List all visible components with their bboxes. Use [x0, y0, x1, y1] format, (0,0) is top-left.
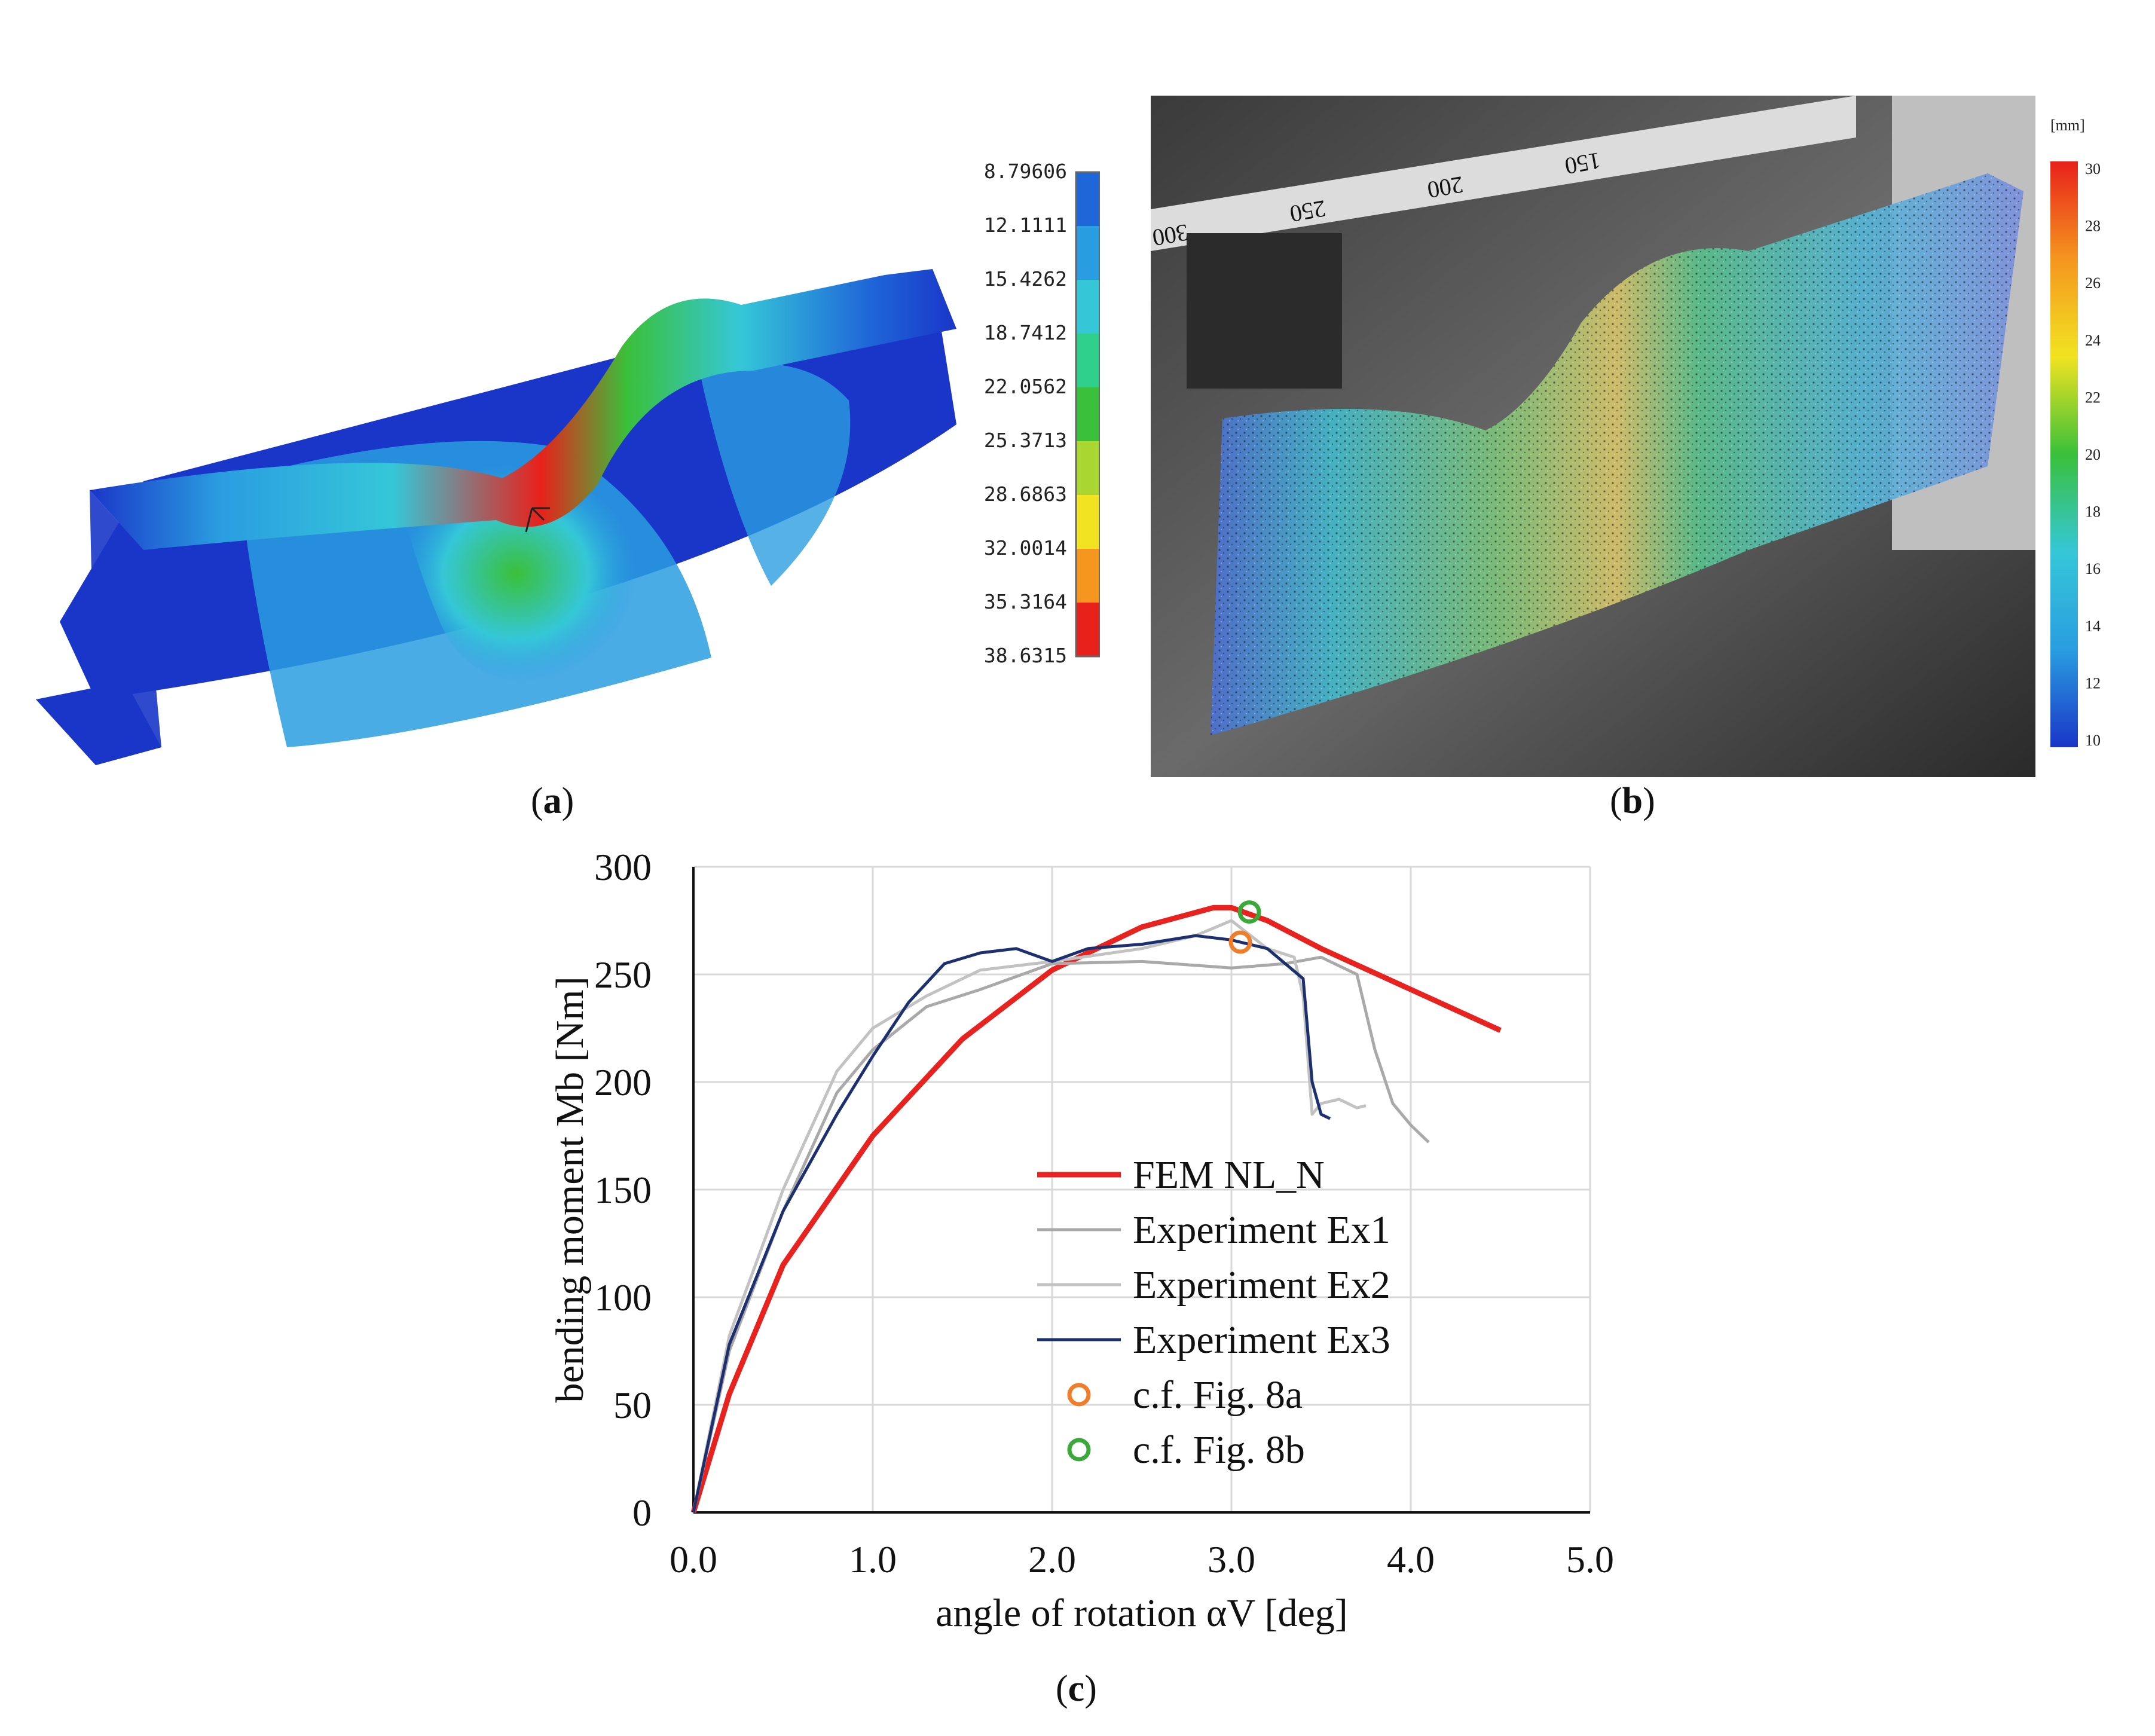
legend-b-tick: 16 [2085, 560, 2101, 577]
legend-a-value: 28.6863 [984, 482, 1067, 506]
marker-point [1237, 900, 1261, 924]
legend-label: c.f. Fig. 8a [1133, 1373, 1303, 1417]
x-tick-label: 3.0 [1208, 1538, 1255, 1581]
ruler-label: 200 [1425, 171, 1465, 204]
legend-b-tick: 30 [2085, 160, 2101, 178]
panel-a-fem-contour: 8.79606 12.1111 15.4262 18.7412 22.0562 25.37… [24, 90, 1101, 819]
legend-a-value: 35.3164 [984, 590, 1067, 613]
dic-photo: 300 250 200 150 [1150, 96, 2035, 777]
caption-c: (c) [1056, 1668, 1097, 1709]
legend-a-value: 8.79606 [984, 160, 1067, 183]
marker-point [1228, 930, 1252, 954]
legend-label: c.f. Fig. 8b [1133, 1428, 1305, 1472]
legend-a-value: 32.0014 [984, 536, 1067, 560]
panel-b-color-legend: [mm] 30 28 26 24 22 20 18 16 14 12 10 [2044, 96, 2110, 765]
legend-b-tick: 10 [2085, 732, 2101, 749]
y-tick-label: 200 [594, 1061, 652, 1104]
y-tick-label: 50 [613, 1384, 652, 1426]
legend-marker-swatch [1067, 1383, 1091, 1407]
legend-b-tick: 20 [2085, 446, 2101, 463]
x-tick-label: 1.0 [849, 1538, 897, 1581]
legend-a-swatch [1076, 280, 1100, 334]
legend-a-swatch [1076, 603, 1100, 656]
legend-b-tick: 26 [2085, 274, 2101, 292]
legend-b-tick: 14 [2085, 618, 2101, 635]
legend-b-tick: 18 [2085, 503, 2101, 521]
panel-a-color-legend: 8.79606 12.1111 15.4262 18.7412 22.0562 25.37… [968, 160, 1101, 686]
legend-marker-swatch [1067, 1438, 1091, 1462]
legend-a-swatch [1076, 441, 1100, 495]
y-tick-label: 250 [594, 953, 652, 996]
y-axis-label: bending moment Mb [Nm] [548, 976, 592, 1402]
legend-label: Experiment Ex3 [1133, 1318, 1390, 1362]
ruler-label: 150 [1563, 147, 1603, 180]
legend-a-swatch [1076, 387, 1100, 441]
x-tick-label: 0.0 [670, 1538, 717, 1581]
legend-b-tick: 12 [2085, 674, 2101, 692]
x-tick-label: 5.0 [1566, 1538, 1614, 1581]
legend-b-tick: 28 [2085, 218, 2101, 235]
y-tick-label: 300 [594, 846, 652, 888]
legend-a-value: 15.4262 [984, 267, 1067, 291]
caption-a: (a) [531, 781, 574, 821]
legend-b-tick: 22 [2085, 389, 2101, 406]
legend-a-swatch [1076, 495, 1100, 549]
y-tick-label: 0 [632, 1492, 652, 1534]
x-axis-label: angle of rotation αV [deg] [936, 1591, 1348, 1635]
fem-flange [90, 269, 956, 550]
series-line [690, 904, 1502, 1514]
ruler-label: 250 [1288, 195, 1328, 228]
ruler-label: 300 [1151, 219, 1190, 252]
x-tick-label: 2.0 [1028, 1538, 1076, 1581]
caption-b: (b) [1610, 781, 1655, 821]
ruler-labels: 300 250 200 150 [1150, 147, 1603, 252]
legend-a-swatch [1076, 172, 1100, 226]
legend-a-swatch [1076, 334, 1100, 387]
y-tick-label: 100 [594, 1276, 652, 1319]
legend-a-value: 12.1111 [984, 213, 1067, 237]
panel-b-dic-measurement: 300 250 200 150 [mm] 30 28 26 24 22 20 18 16 14 12 10 [1150, 96, 2110, 777]
legend-label: Experiment Ex1 [1133, 1208, 1390, 1252]
legend-a-value: 22.0562 [984, 375, 1067, 398]
legend-a-swatch [1076, 226, 1100, 280]
fem-model-render [36, 269, 956, 765]
moment-rotation-chart: 0.0 1.0 2.0 3.0 4.0 5.0 0 50 100 150 200 250 300 angl… [548, 846, 1614, 1635]
legend-b-unit: [mm] [2050, 117, 2085, 134]
legend-a-swatch [1076, 549, 1100, 603]
legend-b-tick: 24 [2085, 332, 2101, 349]
legend-b-colorbar [2050, 161, 2078, 747]
legend-a-value: 18.7412 [984, 321, 1067, 344]
x-tick-label: 4.0 [1387, 1538, 1435, 1581]
series-line [692, 955, 1430, 1513]
panel-c-chart: 0.0 1.0 2.0 3.0 4.0 5.0 0 50 100 150 200 250 300 angl… [526, 831, 1650, 1704]
legend-a-value: 38.6315 [984, 644, 1067, 667]
y-tick-label: 150 [594, 1169, 652, 1211]
legend-label: FEM NL_N [1133, 1153, 1325, 1197]
legend-label: Experiment Ex2 [1133, 1263, 1390, 1307]
series-line [692, 934, 1331, 1513]
legend-a-value: 25.3713 [984, 429, 1067, 452]
